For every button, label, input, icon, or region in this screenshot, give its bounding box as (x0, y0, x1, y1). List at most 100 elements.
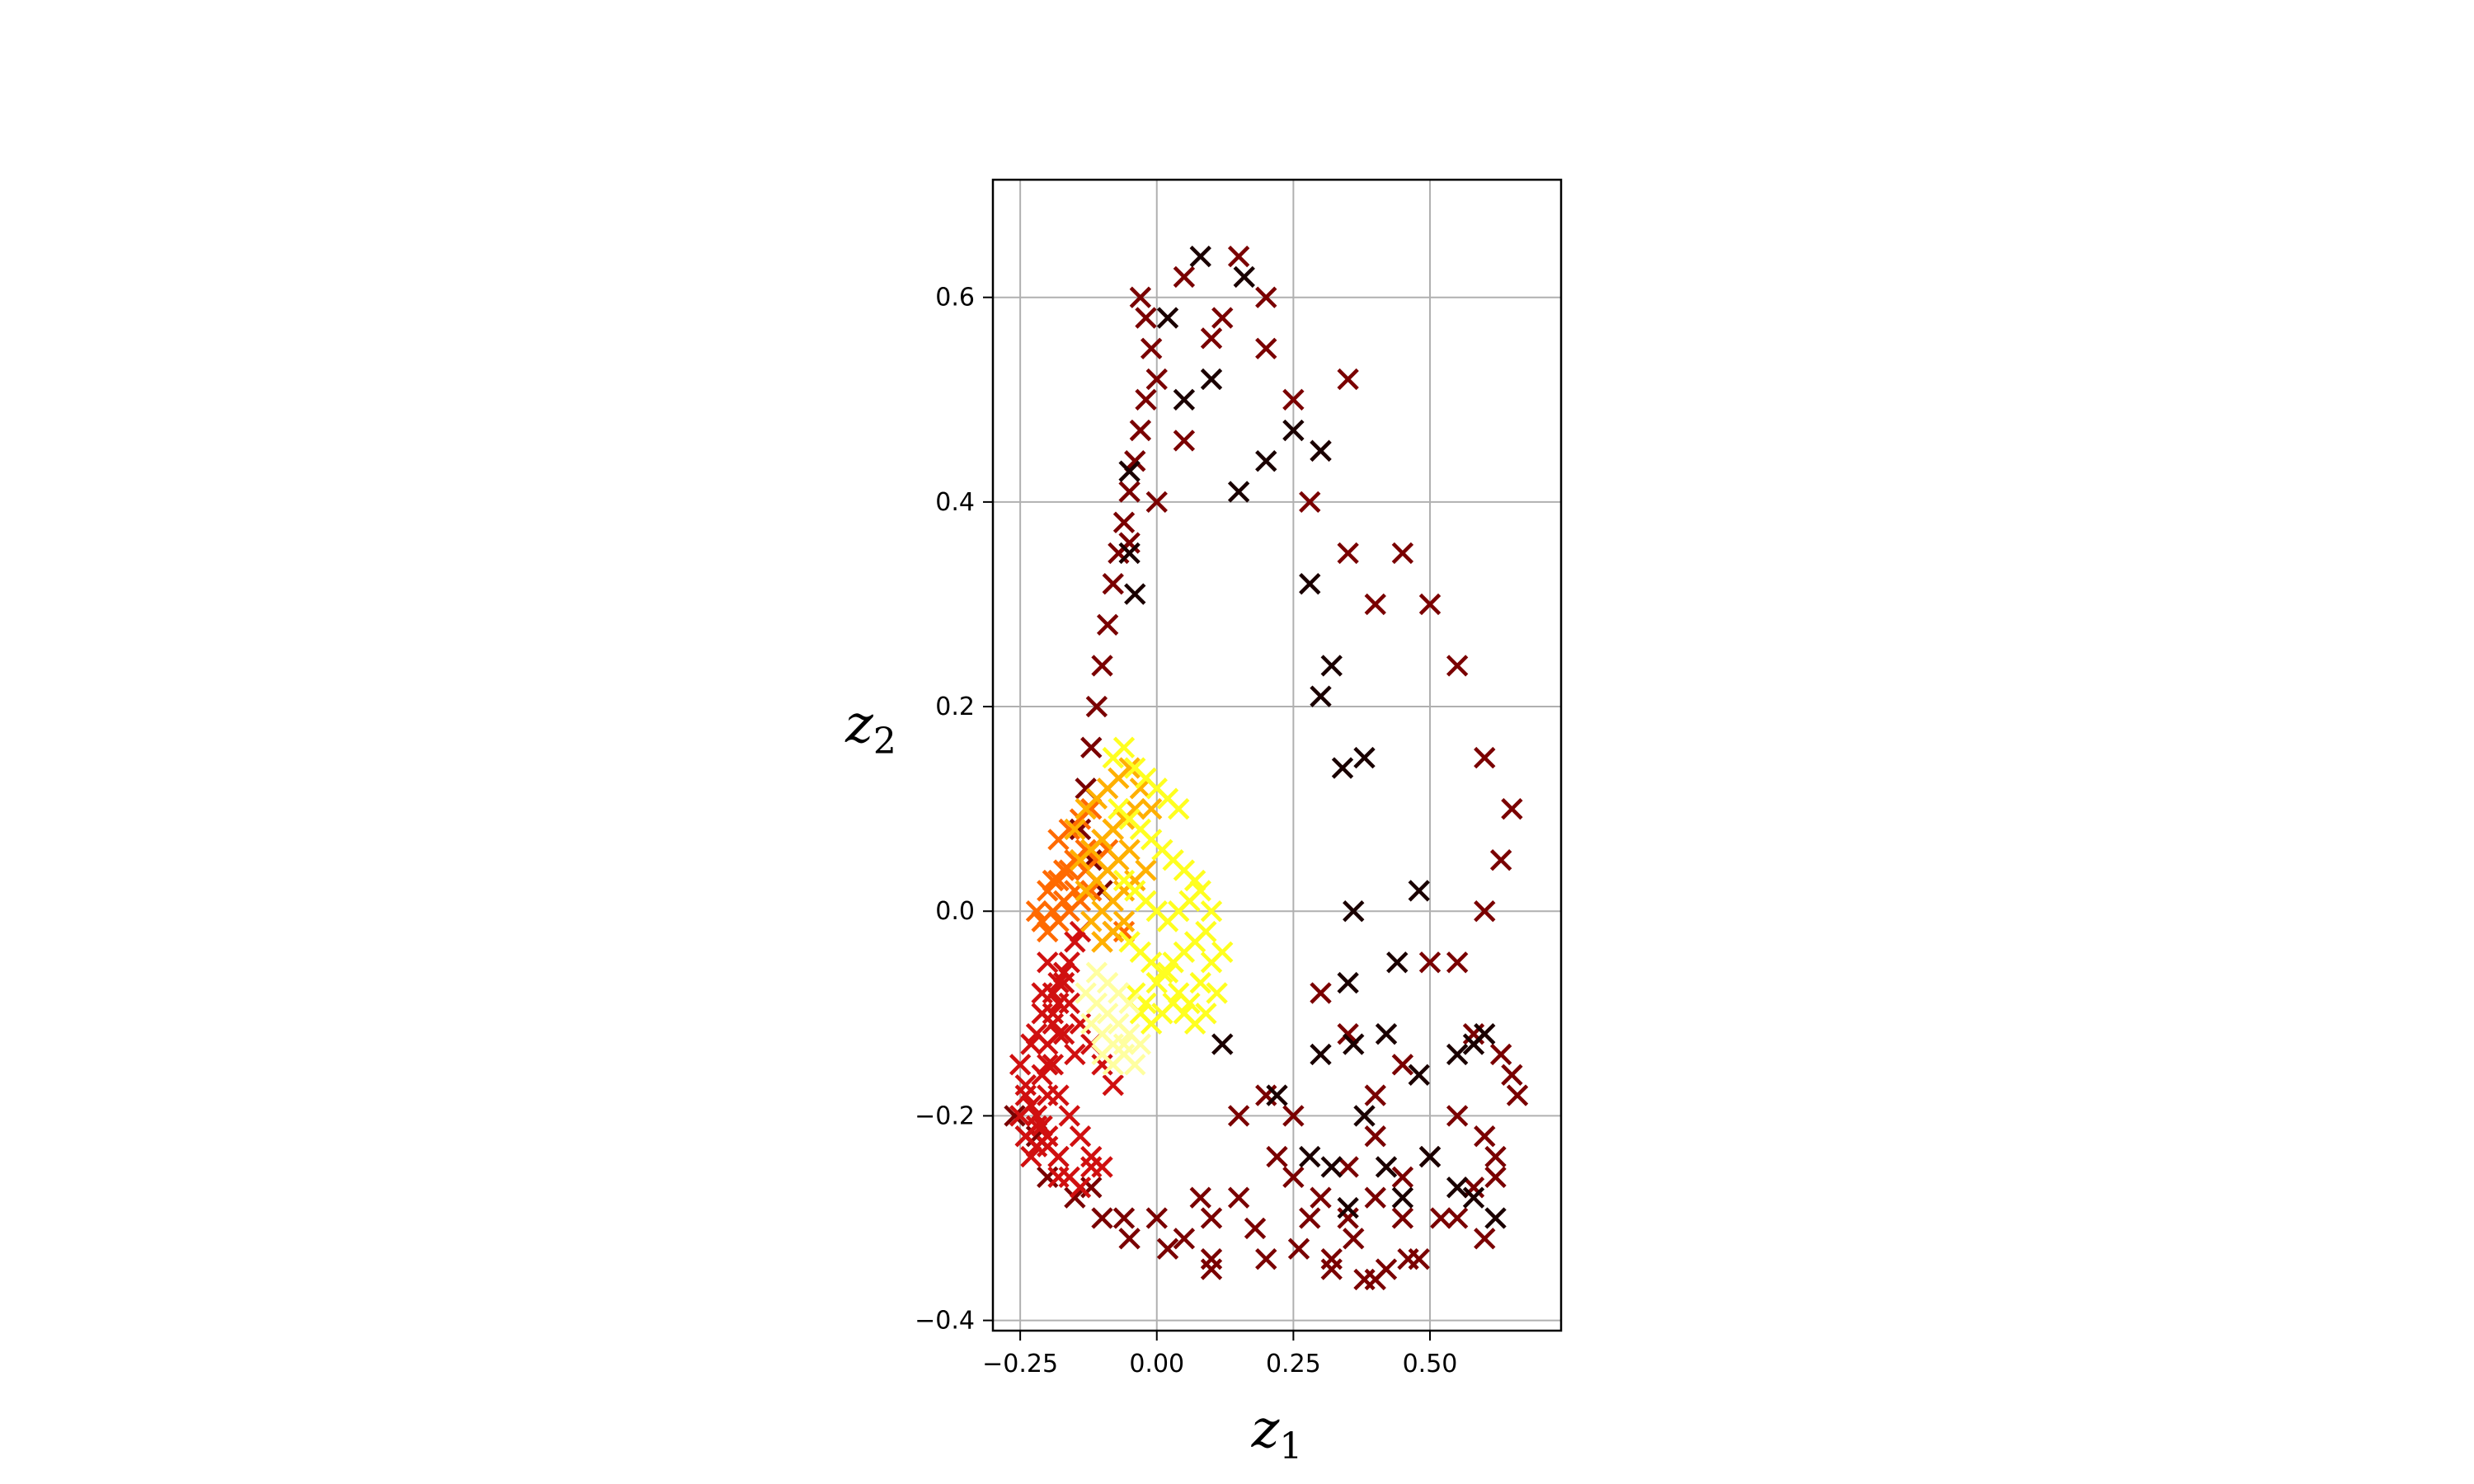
data-point (1282, 388, 1305, 411)
data-point (1118, 460, 1141, 482)
data-point (1364, 1125, 1386, 1148)
y-tick-label: −0.2 (915, 1101, 975, 1130)
x-tick-label: −0.25 (982, 1350, 1058, 1378)
data-point (1287, 1237, 1310, 1260)
data-point (1391, 1054, 1414, 1076)
data-point (1118, 838, 1141, 861)
data-point (1112, 1207, 1136, 1229)
data-point (1135, 992, 1157, 1015)
data-point (1408, 880, 1430, 902)
data-point (1173, 265, 1196, 289)
data-point (1233, 265, 1255, 289)
y-axis-label: z2 (844, 694, 896, 763)
data-point (1064, 818, 1086, 841)
data-point (1255, 450, 1277, 472)
y-tick-label: −0.4 (915, 1307, 975, 1336)
data-point (1266, 1084, 1288, 1106)
data-point (1124, 583, 1146, 605)
data-point (1364, 1084, 1386, 1106)
data-point (1474, 900, 1496, 923)
data-point (1173, 1228, 1196, 1250)
data-point (1102, 572, 1124, 595)
data-point (1009, 1105, 1032, 1127)
data-point (1096, 613, 1119, 636)
data-point (1227, 481, 1250, 503)
data-point (1310, 685, 1332, 707)
data-point (1135, 388, 1157, 411)
data-point (1145, 491, 1168, 514)
data-point (1112, 1033, 1136, 1055)
data-point (1299, 1207, 1321, 1229)
data-point (1255, 337, 1277, 359)
data-point (1080, 797, 1103, 820)
data-point (1145, 368, 1168, 391)
data-point (1025, 1022, 1048, 1045)
data-point (1042, 1003, 1065, 1025)
data-point (1058, 992, 1080, 1015)
data-point (1118, 1228, 1141, 1250)
data-point (1042, 1054, 1065, 1076)
data-point (1031, 1115, 1053, 1138)
data-point (1227, 1186, 1250, 1209)
data-point (1020, 1033, 1042, 1055)
data-point (1266, 1145, 1288, 1168)
data-point (1430, 1207, 1452, 1229)
data-point (1189, 1186, 1211, 1209)
data-point (1337, 1196, 1359, 1219)
y-axis-label-subscript: 2 (873, 721, 896, 763)
data-point (1102, 1074, 1124, 1097)
data-point (1118, 992, 1141, 1015)
data-point (1446, 1043, 1469, 1066)
data-point (1375, 1156, 1398, 1178)
y-axis-label-base: z (844, 694, 874, 755)
data-point (1075, 838, 1097, 861)
data-point (1135, 307, 1157, 329)
data-point (1375, 1022, 1398, 1045)
data-point (1047, 1084, 1070, 1106)
data-point (1211, 941, 1234, 964)
data-point (1391, 542, 1414, 565)
y-tick-label: 0.6 (935, 284, 975, 312)
data-point (1353, 746, 1376, 769)
data-point (1299, 572, 1321, 595)
data-point (1009, 1054, 1032, 1076)
data-point (1337, 368, 1359, 391)
data-point (1386, 951, 1409, 974)
data-point (1156, 307, 1179, 329)
data-point (1282, 419, 1305, 442)
data-point (1255, 286, 1277, 308)
data-point (1391, 1166, 1414, 1189)
data-point (1047, 1022, 1070, 1045)
grid-lines (993, 180, 1561, 1331)
data-point (1506, 1084, 1529, 1106)
data-point (1058, 951, 1080, 974)
scatter-points (1004, 245, 1529, 1291)
data-point (1118, 481, 1141, 503)
data-point (1052, 961, 1075, 984)
data-point (1189, 971, 1211, 994)
data-point (1173, 430, 1196, 452)
point-group-0 (1004, 245, 1529, 1291)
data-point (1244, 1217, 1267, 1240)
data-point (1474, 1022, 1496, 1045)
data-point (1195, 920, 1217, 943)
data-point (1337, 542, 1359, 565)
data-point (1489, 1043, 1512, 1066)
data-point (1320, 1156, 1343, 1178)
data-point (1474, 1125, 1496, 1148)
data-point (1124, 797, 1146, 820)
data-point (1189, 245, 1211, 268)
data-point (1200, 1207, 1223, 1229)
data-point (1310, 1186, 1332, 1209)
data-point (1129, 1033, 1152, 1055)
data-point (1135, 859, 1157, 881)
data-point (1004, 1105, 1026, 1127)
data-point (1069, 1125, 1092, 1148)
data-point (1337, 1022, 1359, 1045)
x-axis-label: z1 (1251, 1399, 1303, 1468)
data-point (1489, 849, 1512, 871)
data-point (1140, 337, 1163, 359)
y-axis-ticks: −0.4 −0.2 0.0 0.2 0.4 0.6 (915, 284, 993, 1336)
